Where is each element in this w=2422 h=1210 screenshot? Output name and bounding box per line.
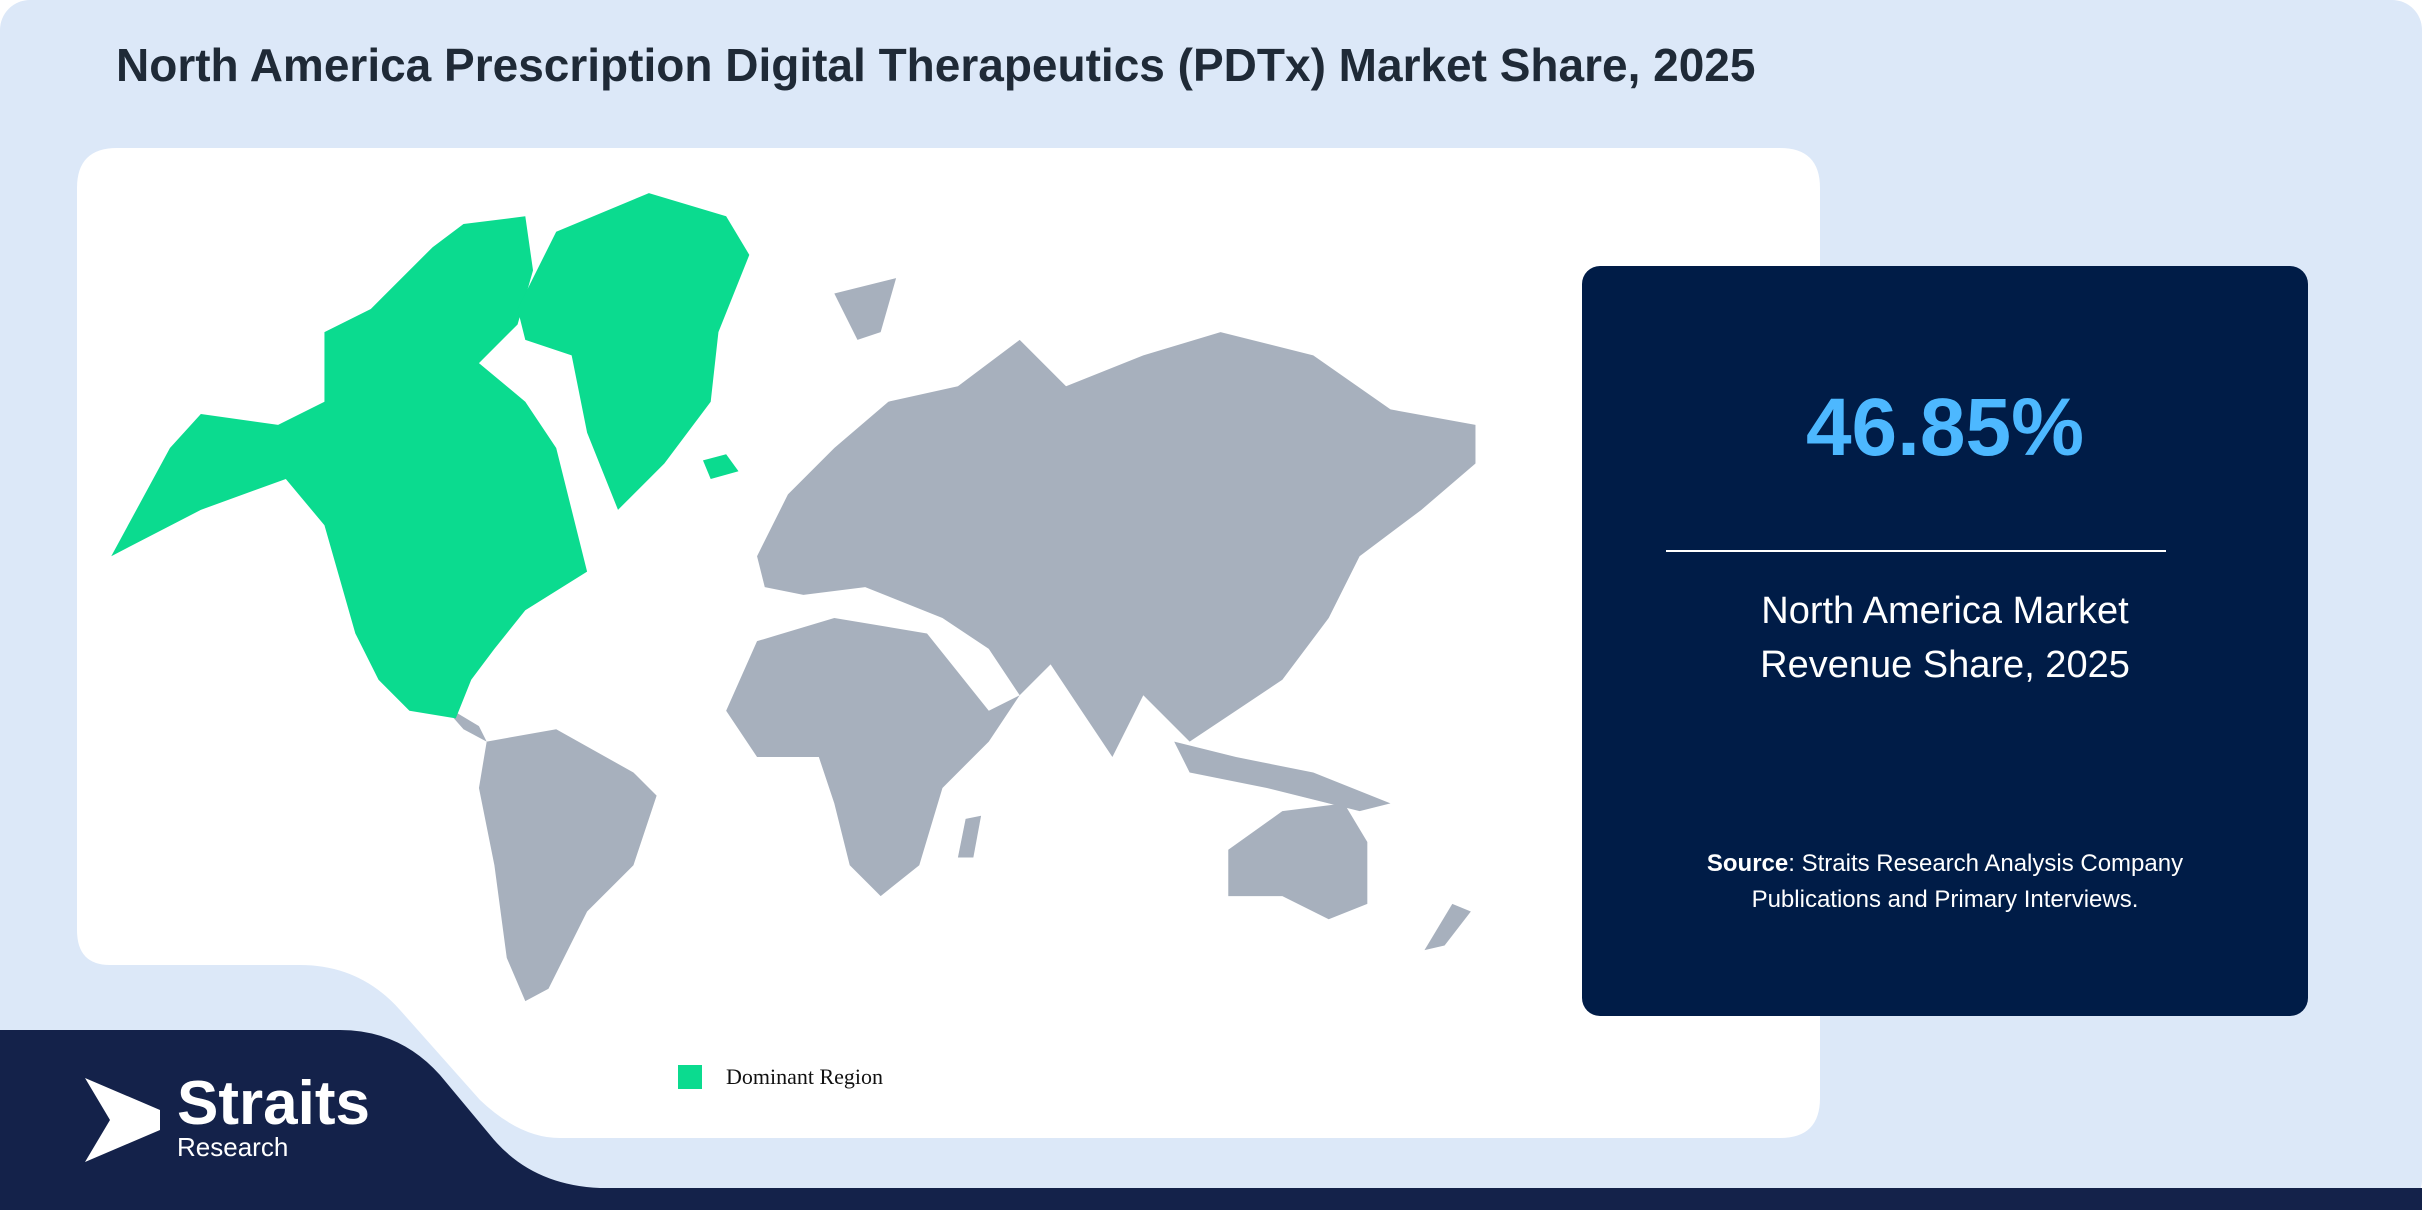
greenland xyxy=(517,193,750,510)
north-america xyxy=(111,216,588,719)
legend-label: Dominant Region xyxy=(726,1064,884,1089)
source-label: Source xyxy=(1706,850,1789,877)
footer-band xyxy=(0,1030,2422,1210)
divider xyxy=(1666,550,2166,552)
logo-name: Straits xyxy=(177,1069,370,1138)
australia xyxy=(1228,803,1368,920)
iceland xyxy=(702,454,739,479)
stat-value: 46.85% xyxy=(1805,382,2085,473)
stat-panel: 46.85% North America Market Revenue Shar… xyxy=(1582,266,2308,1016)
new-zealand xyxy=(1424,903,1471,951)
africa xyxy=(726,618,1020,897)
svalbard xyxy=(834,278,897,340)
logo-sub: Research xyxy=(177,1132,289,1162)
source: Source: Straits Research Analysis Compan… xyxy=(1662,846,2228,918)
eurasia xyxy=(757,332,1476,758)
south-america xyxy=(478,729,657,1002)
indonesia xyxy=(1174,741,1391,812)
legend: Dominant Region xyxy=(678,1064,883,1090)
stat-label: North America Market Revenue Share, 2025 xyxy=(1760,590,2130,686)
madagascar xyxy=(957,815,982,858)
logo-mark xyxy=(85,1078,160,1162)
title: North America Prescription Digital Thera… xyxy=(116,39,1756,91)
world-map xyxy=(111,193,1476,1002)
legend-swatch xyxy=(678,1065,702,1089)
source-text: : Straits Research Analysis Company Publ… xyxy=(1751,850,2184,913)
